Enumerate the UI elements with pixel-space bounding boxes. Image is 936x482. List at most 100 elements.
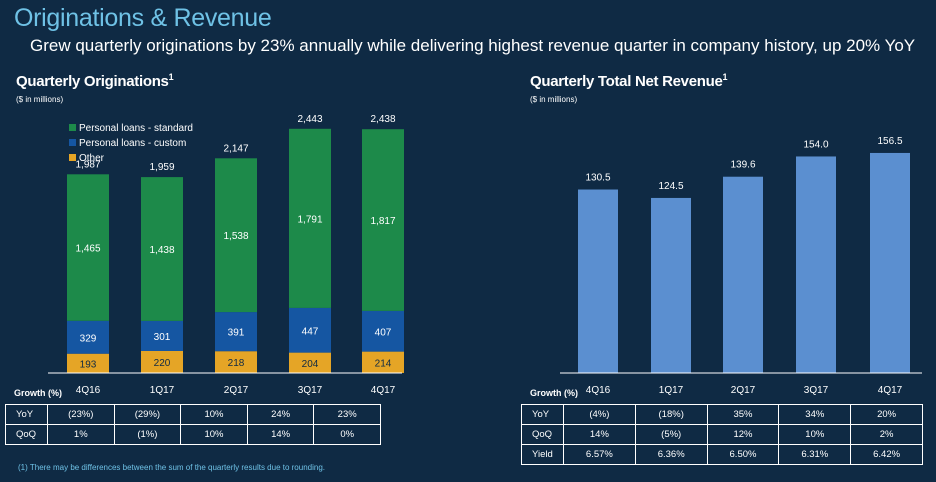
originations-title-footnote-mark: 1 [168, 72, 174, 82]
growth-row-qoq: QoQ 1% (1%) 10% 14% 0% [5, 424, 381, 445]
growth-cell: 20% [850, 404, 923, 425]
growth-cell: 34% [778, 404, 852, 425]
segment-label: 447 [302, 326, 319, 337]
bar-personal-loans-standard-4q17 [362, 129, 404, 311]
page-subtitle: Grew quarterly originations by 23% annua… [30, 36, 916, 55]
value-label: 130.5 [585, 173, 610, 184]
segment-label: 1,538 [223, 231, 248, 242]
revenue-title-footnote-mark: 1 [722, 72, 728, 82]
revenue-chart-title: Quarterly Total Net Revenue1 [530, 72, 728, 90]
growth-row-yoy: YoY (4%) (18%) 35% 34% 20% [521, 404, 923, 425]
total-label: 2,443 [297, 114, 322, 125]
growth-table-right: YoY (4%) (18%) 35% 34% 20% QoQ 14% (5%) 12% 10% 2% Y… [521, 404, 923, 465]
bar-personal-loans-standard-2q17 [215, 158, 257, 313]
legend-swatch [69, 154, 76, 161]
growth-cell: 23% [313, 404, 381, 425]
charts-canvas: 193 329 1,465 1,987 4Q16 220 301 1,438 1,959 1Q17… [48, 114, 922, 396]
segment-label: 1,465 [75, 244, 100, 255]
segment-label: 214 [375, 358, 392, 369]
growth-row-header: YoY [521, 404, 564, 425]
growth-table-left: YoY (23%) (29%) 10% 24% 23% QoQ 1% (1%) 10% 14% 0% [5, 404, 381, 445]
segment-label: 220 [154, 358, 171, 369]
bar-personal-loans-custom-3q17 [289, 307, 331, 353]
revenue-title-text: Quarterly Total Net Revenue [530, 73, 723, 90]
segment-label: 407 [375, 327, 392, 338]
value-label: 156.5 [877, 136, 902, 147]
growth-cell: 35% [706, 404, 780, 425]
growth-cell: 14% [563, 424, 636, 445]
bar-other-3q17 [289, 352, 331, 373]
growth-cell: 12% [706, 424, 780, 445]
segment-label: 193 [80, 359, 97, 370]
growth-row-header: YoY [5, 404, 48, 425]
total-label: 2,438 [370, 114, 395, 125]
x-tick-label: 4Q17 [371, 385, 396, 396]
growth-row-header: QoQ [5, 424, 48, 445]
growth-cell: 14% [246, 424, 315, 445]
growth-row-header: QoQ [521, 424, 564, 445]
segment-label: 1,817 [370, 216, 395, 227]
growth-cell: 24% [246, 404, 315, 425]
segment-label: 1,438 [149, 245, 174, 256]
page-title: Originations & Revenue [14, 4, 272, 32]
bar-revenue-4q16 [578, 189, 618, 373]
x-tick-label: 3Q17 [804, 385, 829, 396]
total-label: 2,147 [223, 143, 248, 154]
growth-label-right: Growth (%) [530, 388, 578, 398]
growth-cell: (4%) [563, 404, 636, 425]
originations-title-text: Quarterly Originations [16, 73, 169, 90]
segment-label: 1,791 [297, 214, 322, 225]
growth-cell: 10% [180, 404, 248, 425]
bar-revenue-2q17 [723, 176, 763, 373]
segment-label: 301 [154, 332, 171, 343]
bar-other-1q17 [141, 351, 183, 373]
growth-cell: 2% [850, 424, 923, 445]
footnote: (1) There may be differences between the… [18, 463, 325, 472]
bar-other-4q16 [67, 353, 109, 373]
growth-label-left: Growth (%) [14, 388, 62, 398]
legend-swatch [69, 139, 76, 146]
legend-swatch [69, 124, 76, 131]
segment-label: 218 [228, 358, 245, 369]
bar-personal-loans-standard-4q16 [67, 174, 109, 321]
legend-label: Personal loans - standard [79, 123, 193, 134]
growth-cell: (1%) [113, 424, 182, 445]
bar-personal-loans-standard-1q17 [141, 177, 183, 321]
growth-cell: 1% [47, 424, 115, 445]
total-label: 1,987 [75, 159, 100, 170]
bar-personal-loans-custom-4q17 [362, 310, 404, 352]
growth-cell: (29%) [113, 404, 182, 425]
growth-cell: 10% [778, 424, 852, 445]
bar-personal-loans-standard-3q17 [289, 128, 331, 308]
total-label: 1,959 [149, 162, 174, 173]
growth-row-yoy: YoY (23%) (29%) 10% 24% 23% [5, 404, 381, 425]
x-tick-label: 2Q17 [731, 385, 756, 396]
x-tick-label: 1Q17 [659, 385, 684, 396]
value-label: 124.5 [658, 181, 683, 192]
growth-cell: (18%) [634, 404, 708, 425]
bar-other-2q17 [215, 351, 257, 373]
x-tick-label: 3Q17 [298, 385, 323, 396]
growth-cell: 6.36% [634, 444, 708, 465]
bar-revenue-3q17 [796, 156, 836, 373]
x-tick-label: 1Q17 [150, 385, 175, 396]
growth-row-qoq: QoQ 14% (5%) 12% 10% 2% [521, 424, 923, 445]
originations-units: ($ in millions) [16, 95, 64, 104]
x-tick-label: 4Q16 [76, 385, 101, 396]
revenue-units: ($ in millions) [530, 95, 578, 104]
bar-revenue-1q17 [651, 197, 691, 373]
value-label: 139.6 [730, 160, 755, 171]
bar-other-4q17 [362, 351, 404, 373]
growth-cell: 6.57% [563, 444, 636, 465]
segment-label: 329 [80, 333, 97, 344]
growth-cell: 0% [313, 424, 381, 445]
growth-row-yield: Yield 6.57% 6.36% 6.50% 6.31% 6.42% [521, 444, 923, 465]
bar-revenue-4q17 [870, 152, 910, 373]
bar-personal-loans-custom-2q17 [215, 312, 257, 352]
legend-label: Other [79, 153, 105, 164]
growth-cell: 6.42% [850, 444, 923, 465]
originations-chart-title: Quarterly Originations1 [16, 72, 174, 90]
x-tick-label: 4Q16 [586, 385, 611, 396]
bar-personal-loans-custom-1q17 [141, 320, 183, 351]
growth-cell: 6.50% [706, 444, 780, 465]
